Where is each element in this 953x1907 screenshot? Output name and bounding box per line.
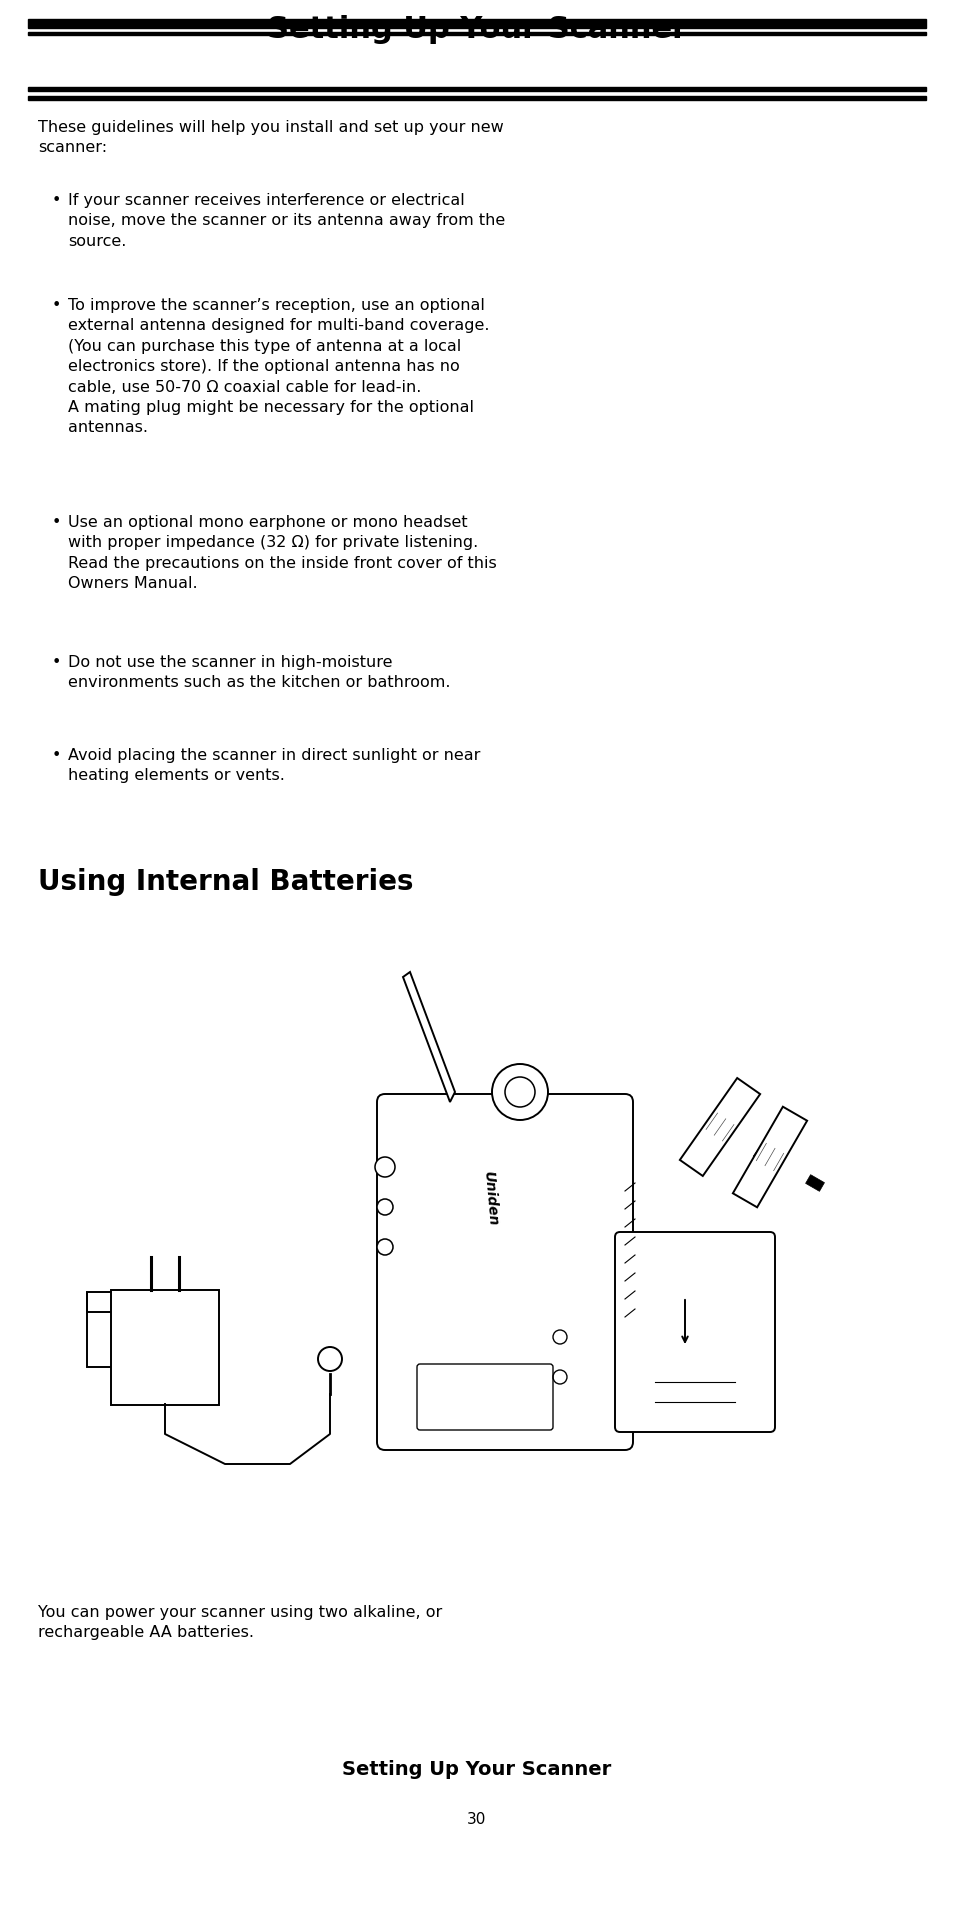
Text: •: • <box>52 297 61 313</box>
Text: •: • <box>52 193 61 208</box>
Text: Setting Up Your Scanner: Setting Up Your Scanner <box>342 1758 611 1777</box>
Polygon shape <box>732 1108 806 1207</box>
Text: •: • <box>52 748 61 763</box>
Text: To improve the scanner’s reception, use an optional
external antenna designed fo: To improve the scanner’s reception, use … <box>68 297 489 435</box>
Bar <box>28 32 925 36</box>
Text: •: • <box>52 654 61 669</box>
FancyBboxPatch shape <box>615 1232 774 1432</box>
Text: Avoid placing the scanner in direct sunlight or near
heating elements or vents.: Avoid placing the scanner in direct sunl… <box>68 748 480 784</box>
Text: Using Internal Batteries: Using Internal Batteries <box>38 868 413 896</box>
Text: •: • <box>52 515 61 530</box>
Polygon shape <box>402 973 455 1102</box>
Text: 30: 30 <box>467 1812 486 1827</box>
Text: Setting Up Your Scanner: Setting Up Your Scanner <box>267 15 686 44</box>
Bar <box>28 88 925 92</box>
Text: Use an optional mono earphone or mono headset
with proper impedance (32 Ω) for p: Use an optional mono earphone or mono he… <box>68 515 497 591</box>
Circle shape <box>492 1064 547 1121</box>
Text: These guidelines will help you install and set up your new
scanner:: These guidelines will help you install a… <box>38 120 503 154</box>
Text: If your scanner receives interference or electrical
noise, move the scanner or i: If your scanner receives interference or… <box>68 193 505 248</box>
Polygon shape <box>804 1175 823 1192</box>
Bar <box>28 97 925 101</box>
Text: Uniden: Uniden <box>480 1169 498 1226</box>
Circle shape <box>376 1200 393 1215</box>
Text: Do not use the scanner in high-moisture
environments such as the kitchen or bath: Do not use the scanner in high-moisture … <box>68 654 450 690</box>
Text: You can power your scanner using two alkaline, or
rechargeable AA batteries.: You can power your scanner using two alk… <box>38 1604 442 1640</box>
Polygon shape <box>679 1079 760 1177</box>
Circle shape <box>376 1240 393 1255</box>
Polygon shape <box>752 1148 771 1165</box>
Circle shape <box>375 1158 395 1177</box>
FancyBboxPatch shape <box>376 1095 633 1449</box>
Bar <box>28 19 925 29</box>
